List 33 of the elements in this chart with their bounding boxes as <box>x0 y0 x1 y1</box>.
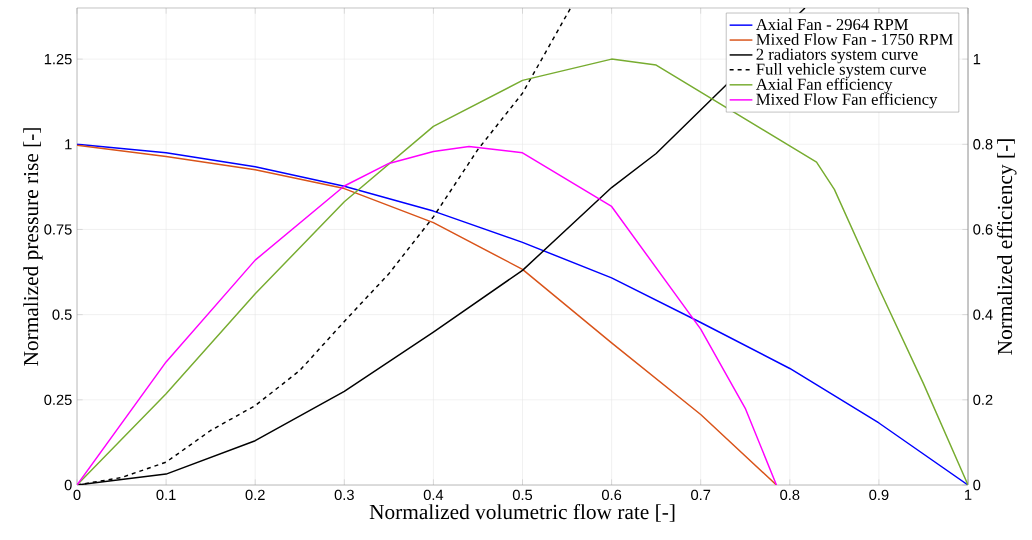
legend-label: 2 radiators system curve <box>756 48 918 64</box>
y2-tick-label: 0 <box>973 479 981 491</box>
y2-tick-label: 0.4 <box>973 309 993 320</box>
legend-label: Mixed Flow Fan efficiency <box>756 93 938 109</box>
y2-tick-label: 0.2 <box>973 394 993 406</box>
y2-tick-label: 0.8 <box>973 139 993 150</box>
x-tick-label: 0.9 <box>869 489 889 501</box>
x-tick-label: 0.7 <box>691 489 711 501</box>
x-tick-label: 0.5 <box>512 489 533 501</box>
x-tick-label: 0.3 <box>334 489 354 501</box>
x-tick-label: 0 <box>73 489 81 501</box>
x-tick-label: 0.1 <box>156 489 176 501</box>
x-tick-label: 0.2 <box>245 489 265 501</box>
y2-tick-label: 0.6 <box>973 224 993 235</box>
y-tick-label: 1 <box>65 139 72 150</box>
legend-label: Axial Fan - 2964 RPM <box>755 18 909 31</box>
y2-axis-title: Normalized efficiency [-] <box>996 139 1017 355</box>
x-tick-label: 0.8 <box>780 489 800 501</box>
x-tick-label: 1 <box>965 489 972 500</box>
x-tick-label: 0.6 <box>601 489 622 501</box>
legend-label: Axial Fan efficiency <box>755 77 893 94</box>
y-tick-label: 0.75 <box>44 224 72 235</box>
y-axis-title: Normalized pressure rise [-] <box>23 128 43 366</box>
x-axis-title: Normalized volumetric flow rate [-] <box>369 503 675 522</box>
legend-label: Full vehicle system curve <box>756 63 927 79</box>
x-tick-label: 0.4 <box>423 489 444 501</box>
legend-label: Mixed Flow Fan - 1750 RPM <box>756 33 953 45</box>
y-tick-label: 0.25 <box>44 394 72 406</box>
line-series <box>77 143 969 485</box>
y2-tick-label: 1 <box>973 54 981 65</box>
y-tick-label: 0 <box>64 479 72 491</box>
y-tick-label: 1.25 <box>44 53 72 65</box>
y-tick-label: 0.5 <box>52 309 72 320</box>
